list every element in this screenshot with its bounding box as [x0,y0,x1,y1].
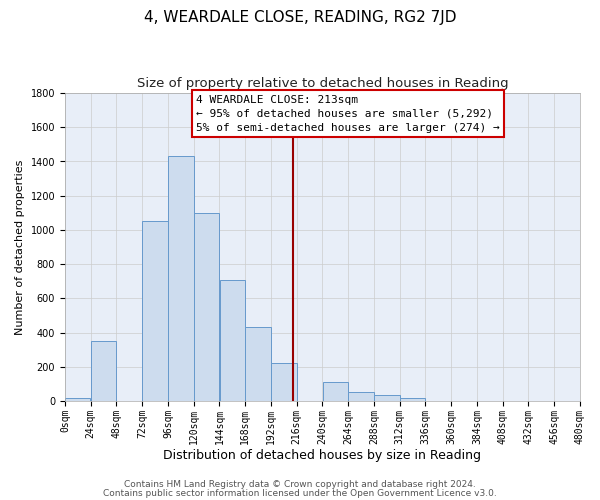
Bar [374,395,400,401]
Bar [323,382,348,401]
Bar [168,156,194,401]
Y-axis label: Number of detached properties: Number of detached properties [15,160,25,334]
Bar [65,398,91,401]
Text: Contains public sector information licensed under the Open Government Licence v3: Contains public sector information licen… [103,488,497,498]
Bar [142,222,168,401]
Bar [91,341,116,401]
Bar [349,392,374,401]
Bar [220,280,245,401]
Bar [194,213,219,401]
Bar [400,398,425,401]
Title: Size of property relative to detached houses in Reading: Size of property relative to detached ho… [137,78,508,90]
X-axis label: Distribution of detached houses by size in Reading: Distribution of detached houses by size … [163,450,481,462]
Text: 4 WEARDALE CLOSE: 213sqm
← 95% of detached houses are smaller (5,292)
5% of semi: 4 WEARDALE CLOSE: 213sqm ← 95% of detach… [196,94,500,132]
Text: 4, WEARDALE CLOSE, READING, RG2 7JD: 4, WEARDALE CLOSE, READING, RG2 7JD [144,10,456,25]
Text: Contains HM Land Registry data © Crown copyright and database right 2024.: Contains HM Land Registry data © Crown c… [124,480,476,489]
Bar [245,328,271,401]
Bar [271,364,296,401]
